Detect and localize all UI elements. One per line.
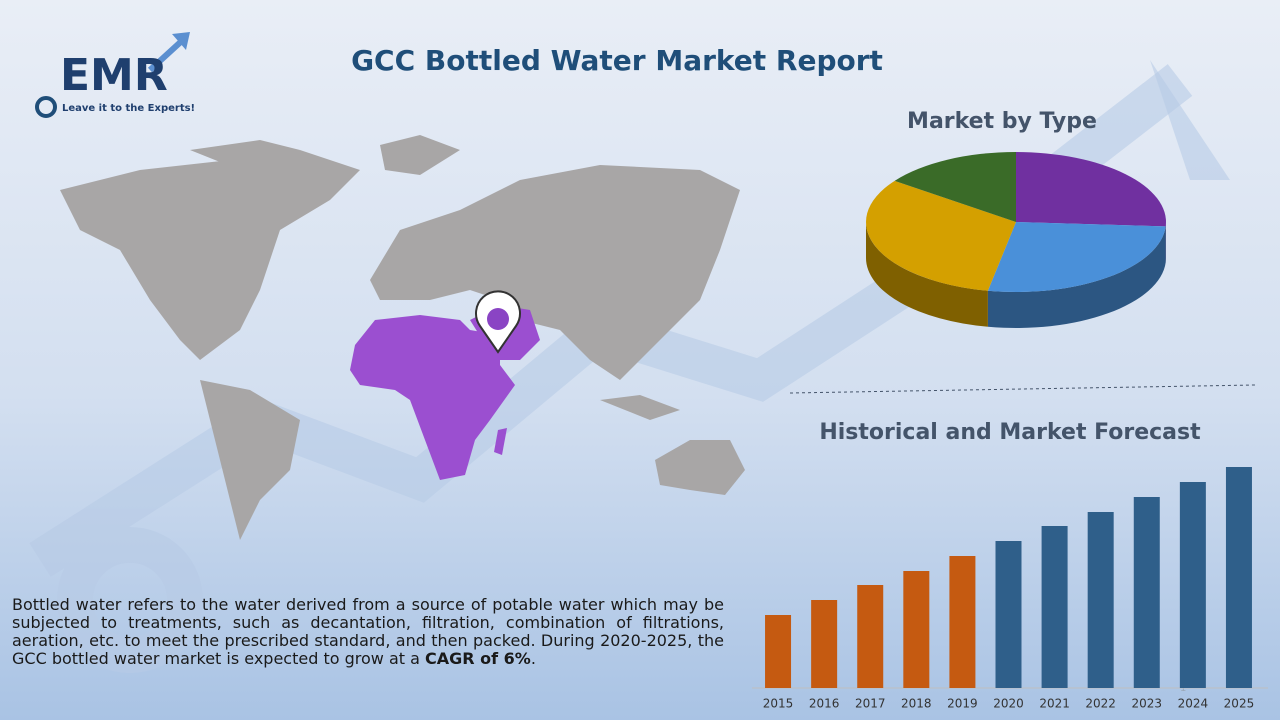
pie-slice: [865, 180, 1016, 291]
pie-side: [866, 222, 988, 327]
bar: [1041, 526, 1068, 688]
bar: [1087, 512, 1114, 688]
x-tick-label: 2016: [809, 697, 840, 711]
logo-arrow-head: [172, 32, 190, 50]
pin-dot: [487, 308, 509, 330]
arrow-head: [1150, 60, 1230, 180]
x-tick-label: 2023: [1131, 697, 1162, 711]
x-tick-label: 2021: [1039, 697, 1070, 711]
x-tick-label: 2015: [763, 697, 794, 711]
pie-side: [987, 226, 1166, 328]
page-title: GCC Bottled Water Market Report: [351, 44, 883, 77]
divider: [789, 384, 1256, 394]
bar: [765, 615, 792, 688]
bar: [1133, 497, 1160, 688]
x-tick-label: 2018: [901, 697, 932, 711]
logo: EMR Leave it to the Experts!: [35, 32, 195, 118]
location-pin: [475, 290, 521, 354]
description-end: .: [530, 649, 536, 668]
description-text: Bottled water refers to the water derive…: [12, 595, 724, 668]
x-tick-label: 2017: [855, 697, 886, 711]
x-tick-label: 2020: [993, 697, 1024, 711]
x-tick-label: 2024: [1178, 697, 1209, 711]
greenland: [380, 135, 460, 175]
description: Bottled water refers to the water derive…: [12, 596, 724, 668]
x-tick-label: 2025: [1224, 697, 1255, 711]
bar: [857, 585, 884, 688]
bar-title: Historical and Market Forecast: [819, 420, 1201, 445]
pie-chart: [865, 152, 1166, 328]
bar: [995, 541, 1022, 688]
pie-slice: [894, 152, 1016, 222]
bar-chart: 2015 2016 2017 2018 2019 2020 2021 2022 2023 2024…: [752, 467, 1268, 711]
eurasia: [370, 165, 740, 380]
australia: [655, 440, 745, 495]
north-america: [60, 150, 360, 360]
bar: [949, 556, 976, 688]
logo-text: EMR: [60, 50, 168, 101]
logo-tagline: Leave it to the Experts!: [62, 103, 195, 114]
bar: [811, 600, 838, 688]
bar: [903, 571, 930, 688]
madagascar: [494, 428, 507, 455]
africa: [350, 315, 515, 480]
world-map: [60, 135, 745, 540]
south-america: [200, 380, 300, 540]
bar: [1179, 482, 1206, 688]
pie-title: Market by Type: [907, 109, 1097, 134]
logo-ring: [35, 96, 57, 118]
x-tick-label: 2019: [947, 697, 978, 711]
pie-slice: [1016, 152, 1166, 227]
arctic: [190, 140, 300, 170]
pie-slice: [987, 222, 1166, 292]
bar: [1225, 467, 1252, 688]
description-highlight: CAGR of 6%: [425, 649, 531, 668]
indonesia: [600, 395, 680, 420]
x-tick-label: 2022: [1085, 697, 1116, 711]
